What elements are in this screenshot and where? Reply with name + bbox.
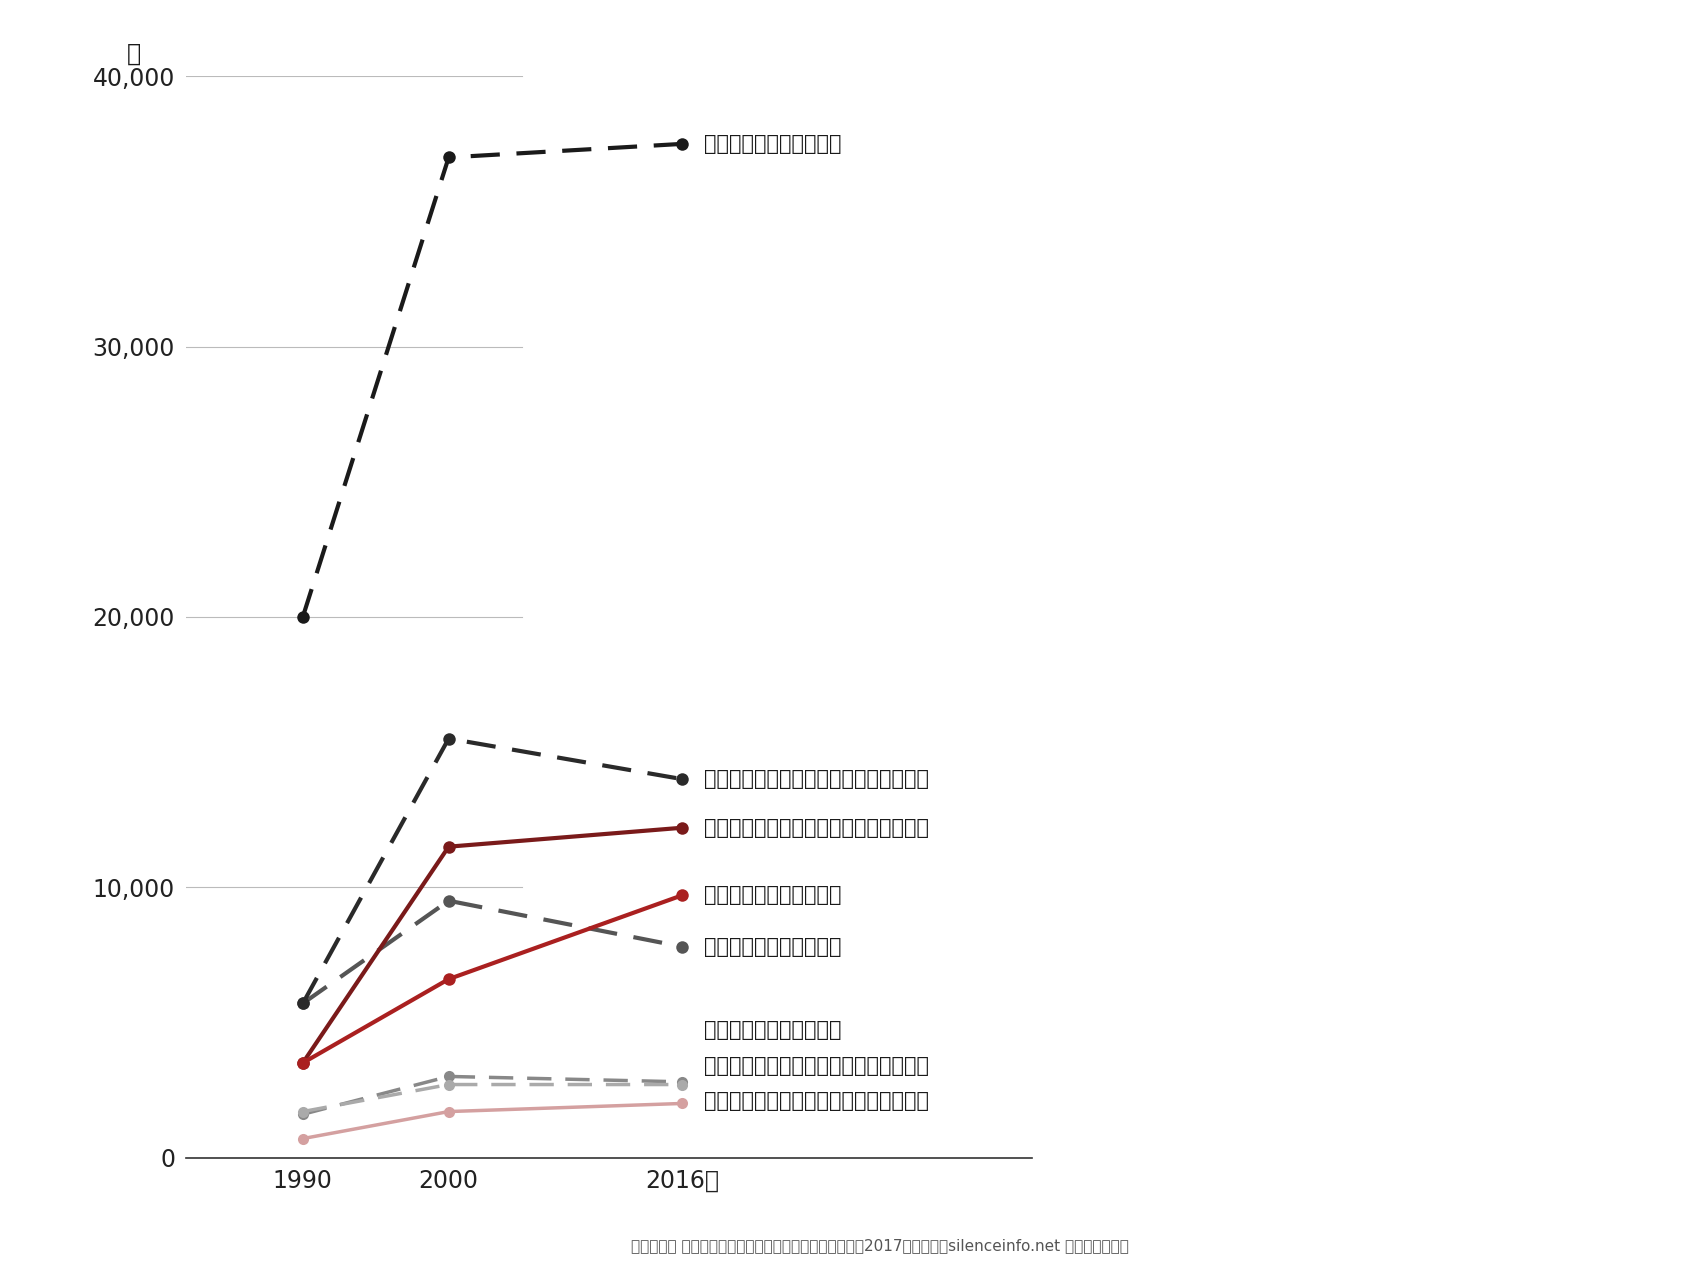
Text: 文部科学省 科学技術・学術政策研究所、「科学技術指樇2017」を基に、silenceinfo.net が加工・作成。: 文部科学省 科学技術・学術政策研究所、「科学技術指樇2017」を基に、silen… [631,1238,1129,1253]
Text: 女性（修士）：人文・社会科学・その他: 女性（修士）：人文・社会科学・その他 [704,818,929,838]
Text: 女性（博士）：自然科学: 女性（博士）：自然科学 [704,1020,841,1040]
Text: 男性（修士）：自然科学: 男性（修士）：自然科学 [704,134,841,154]
Text: 女性（博士）：人文・社会科学・その他: 女性（博士）：人文・社会科学・その他 [704,1091,929,1110]
Text: 男性（博士）：人文・社会科学・その他: 男性（博士）：人文・社会科学・その他 [704,1056,929,1076]
Text: 女性（修士）：自然科学: 女性（修士）：自然科学 [704,885,841,906]
Text: 男性（博士）：自然科学: 男性（博士）：自然科学 [704,936,841,957]
Text: 人: 人 [127,42,140,66]
Text: 男性（修士）：人文・社会科学・その他: 男性（修士）：人文・社会科学・その他 [704,770,929,789]
